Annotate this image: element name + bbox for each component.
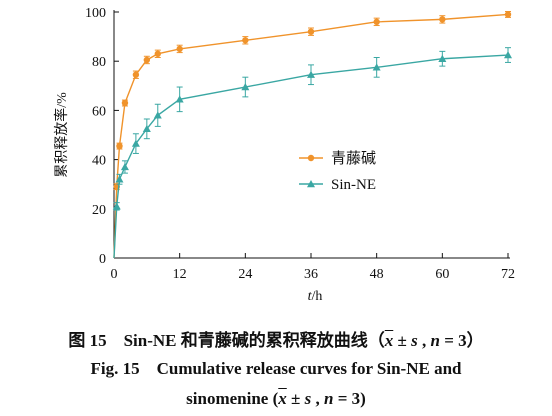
data-point [175, 95, 184, 103]
data-point [132, 71, 140, 78]
data-point [504, 11, 512, 18]
data-point [120, 162, 129, 171]
data-point [438, 54, 447, 62]
caption-en-sd-symbol: s [304, 389, 312, 408]
legend: 青藤碱 Sin-NE [299, 150, 376, 193]
caption-zh-mean-symbol: x [384, 331, 394, 350]
data-point [115, 175, 124, 183]
release-chart: 0 12 24 36 48 60 72 0 20 40 60 80 100 t/h 累积释放率/% 青藤碱 S… [53, 6, 515, 304]
data-point [143, 56, 151, 64]
caption-en-n-symbol: n [323, 389, 334, 408]
legend-marker [307, 154, 315, 162]
caption-en-sep: , [311, 389, 324, 408]
data-point [116, 142, 123, 150]
caption-zh-n-symbol: n [430, 331, 440, 350]
caption-zh-text: 图 15 Sin-NE 和青藤碱的累积释放曲线（ [68, 331, 385, 350]
x-tick-label: 36 [304, 267, 318, 282]
data-point [121, 99, 129, 107]
data-point [307, 70, 315, 78]
axes: 0 12 24 36 48 60 72 0 20 40 60 80 100 t/h 累积释放率/% [53, 6, 515, 304]
data-point [439, 16, 446, 23]
x-tick-label: 60 [435, 267, 449, 282]
x-tick-label: 48 [370, 267, 384, 282]
y-axis-label: 累积释放率/% [53, 92, 70, 178]
data-point [142, 124, 151, 133]
series-layer [112, 11, 512, 259]
legend-label: Sin-NE [331, 177, 376, 193]
data-point [307, 28, 315, 35]
caption-zh-pm: ± [393, 331, 412, 350]
data-point [112, 202, 121, 210]
caption-en-close: ) [360, 389, 366, 408]
x-axis-label: t/h [308, 289, 323, 304]
data-point [153, 111, 162, 119]
series-sinomenine [113, 11, 512, 259]
data-point [241, 83, 250, 91]
x-tick-label: 0 [111, 267, 118, 282]
x-tick-label: 72 [501, 267, 515, 282]
data-point [373, 18, 380, 26]
data-point [154, 50, 161, 58]
data-point [131, 139, 140, 147]
caption-en2-text: sinomenine ( [186, 389, 279, 408]
caption-zh-sep: , [417, 331, 431, 350]
caption-zh-sd-symbol: s [411, 331, 418, 350]
data-point [372, 63, 381, 71]
caption-en-mean-symbol: x [278, 389, 287, 408]
caption-zh-eq: = 3 [439, 331, 467, 350]
caption-en-pm: ± [286, 389, 305, 408]
data-point [504, 51, 512, 59]
series-line [113, 13, 509, 259]
legend-label: 青藤碱 [331, 150, 376, 167]
data-point [176, 45, 183, 53]
y-tick-label: 80 [92, 55, 106, 70]
caption-en-eq: = 3 [333, 389, 361, 408]
x-tick-label: 12 [173, 267, 187, 282]
y-tick-label: 20 [92, 203, 106, 218]
y-tick-label: 40 [92, 154, 106, 169]
data-point [242, 37, 249, 44]
caption-english-line2: sinomenine (x ± s , n = 3) [0, 389, 552, 409]
series-sin-ne [112, 47, 512, 259]
caption-chinese: 图 15 Sin-NE 和青藤碱的累积释放曲线（x ± s , n = 3） [0, 331, 552, 351]
legend-marker [307, 180, 315, 188]
y-tick-label: 0 [99, 252, 106, 267]
y-tick-label: 100 [85, 6, 106, 21]
y-tick-label: 60 [92, 104, 106, 119]
x-tick-label: 24 [238, 267, 252, 282]
caption-zh-close: ） [466, 331, 484, 350]
caption-english-line1: Fig. 15 Cumulative release curves for Si… [0, 359, 552, 379]
caption-en1-text: Fig. 15 Cumulative release curves for Si… [90, 359, 462, 378]
